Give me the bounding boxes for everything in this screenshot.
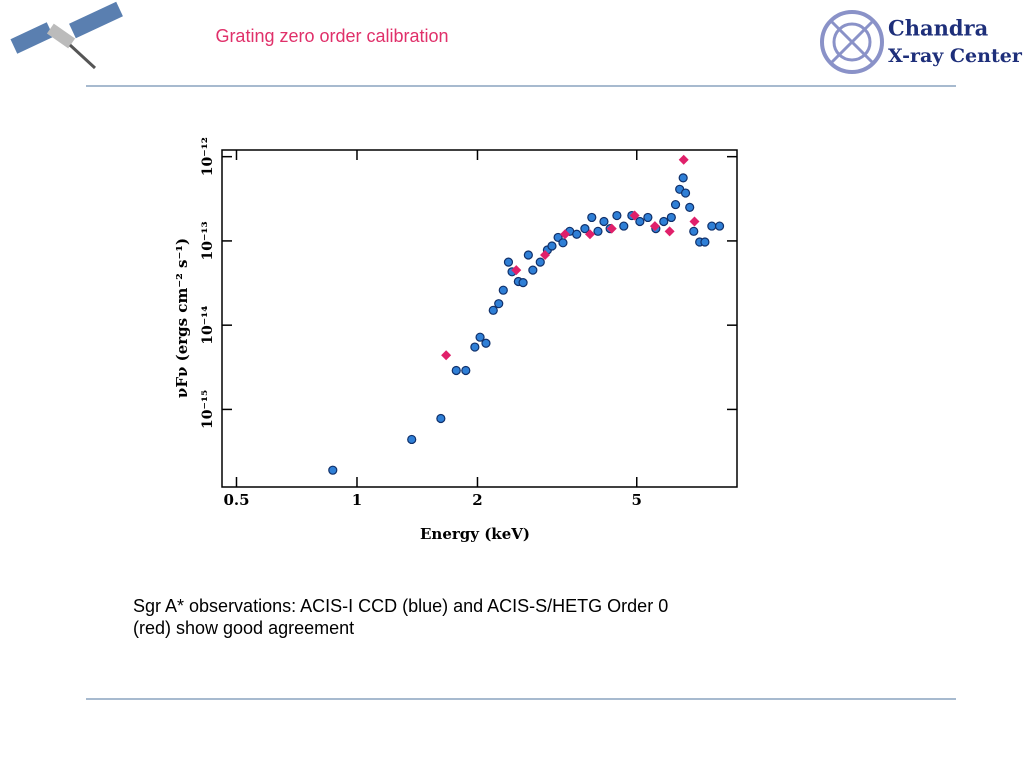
point — [503, 257, 514, 267]
point — [619, 221, 629, 231]
point — [714, 221, 725, 231]
point — [700, 237, 710, 247]
point — [470, 342, 480, 352]
point — [488, 305, 498, 315]
point — [441, 350, 452, 361]
y-tick-label: 10⁻¹² — [200, 137, 216, 176]
point — [678, 154, 689, 165]
point — [511, 265, 522, 276]
point — [572, 229, 582, 239]
point — [528, 265, 538, 275]
point — [670, 199, 681, 210]
point — [664, 226, 675, 237]
x-tick-label: 0.5 — [223, 491, 249, 509]
y-tick-label: 10⁻¹³ — [200, 221, 216, 260]
y-axis-label: νFν (ergs cm⁻² s⁻¹) — [173, 238, 191, 398]
point — [689, 216, 700, 227]
point — [635, 216, 645, 227]
point — [558, 238, 568, 248]
point — [606, 223, 617, 234]
x-tick-label: 2 — [472, 491, 482, 509]
x-tick-label: 1 — [352, 491, 362, 509]
satellite-icon — [10, 1, 123, 70]
point — [649, 221, 660, 232]
x-tick-label: 5 — [632, 491, 642, 509]
point — [481, 338, 491, 348]
point — [678, 173, 688, 183]
point — [494, 299, 504, 309]
x-axis-label: Energy (keV) — [420, 525, 530, 543]
caption: (red) show good agreement — [133, 618, 354, 638]
point — [629, 210, 640, 221]
point — [659, 216, 669, 227]
point — [547, 241, 557, 251]
point — [540, 250, 551, 261]
point — [461, 365, 471, 376]
point — [580, 224, 590, 234]
point — [436, 413, 446, 424]
point — [612, 210, 622, 221]
point — [707, 221, 717, 231]
point — [680, 188, 691, 198]
logo: Chandra X-ray Center — [820, 10, 1023, 74]
plot: Energy (keV) νFν (ergs cm⁻² s⁻¹) 0.5 1 2 5 1… — [173, 137, 738, 543]
point — [584, 229, 595, 240]
point — [475, 332, 485, 342]
point — [666, 212, 676, 223]
point — [498, 285, 508, 295]
point — [685, 202, 695, 212]
point — [560, 229, 571, 240]
point — [407, 434, 417, 445]
point — [535, 257, 545, 267]
y-tick-label: 10⁻¹⁵ — [200, 390, 216, 429]
point — [599, 216, 609, 227]
point — [593, 226, 603, 236]
point — [587, 212, 597, 223]
logo-text: Chandra — [888, 16, 989, 41]
slide-title: Grating zero order calibration — [215, 26, 448, 46]
plot-frame — [221, 149, 738, 488]
point — [523, 250, 533, 260]
point — [689, 226, 699, 236]
logo-text: X-ray Center — [888, 45, 1023, 67]
y-tick-label: 10⁻¹⁴ — [200, 306, 216, 345]
point — [328, 465, 338, 475]
point — [643, 212, 653, 223]
point — [451, 365, 461, 376]
point — [518, 278, 528, 288]
caption: Sgr A* observations: ACIS-I CCD (blue) a… — [133, 596, 668, 616]
